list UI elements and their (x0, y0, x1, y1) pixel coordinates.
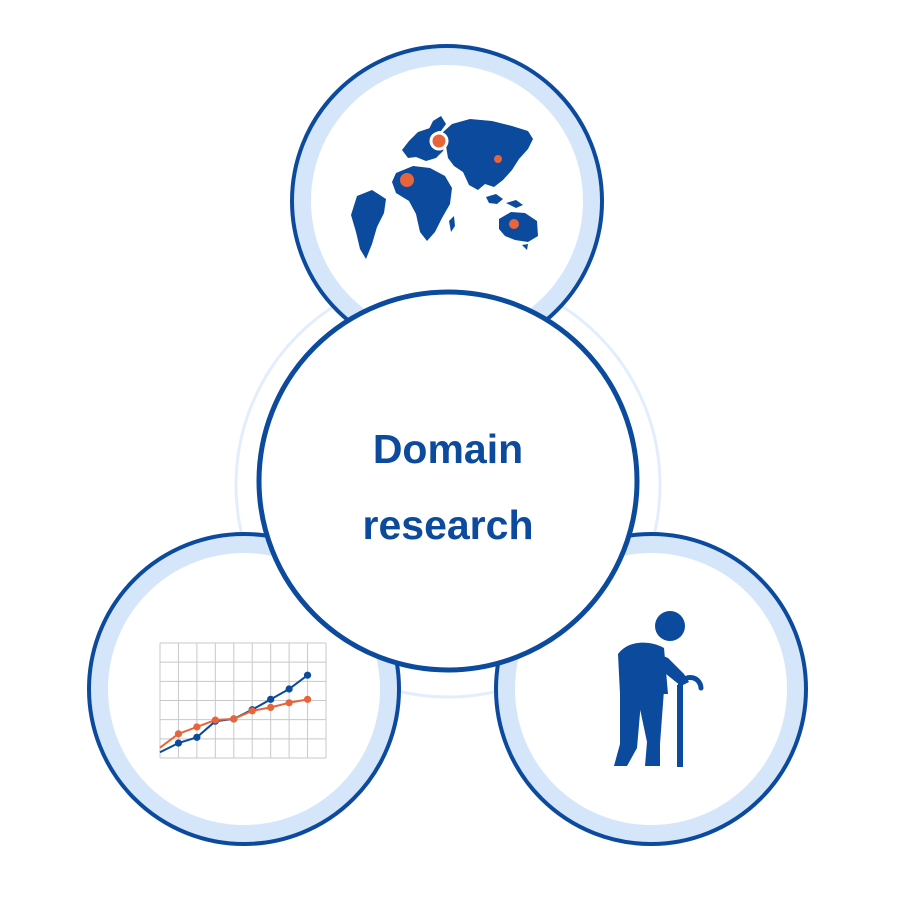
center-hub: Domain research (256, 289, 640, 673)
chart-data-point (230, 715, 238, 723)
chart-data-point (303, 695, 312, 703)
cane-handle (677, 675, 704, 691)
satellite-inner-disc (108, 553, 380, 825)
chart-data-point (303, 671, 312, 679)
location-marker-asia (494, 155, 502, 163)
chart-data-point (285, 699, 293, 707)
location-marker-africa (400, 173, 414, 187)
chart-data-point (267, 703, 275, 712)
center-title-line-1: Domain (373, 426, 523, 472)
chart-data-point (267, 695, 275, 703)
chart-data-point (174, 730, 183, 738)
chart-data-point (211, 716, 219, 724)
chart-data-point (285, 685, 293, 693)
center-title-line-2: research (363, 502, 534, 548)
line-chart-icon (159, 642, 327, 759)
elderly-person-with-cane-icon (614, 611, 689, 767)
chart-data-point (193, 733, 201, 741)
chart-data-point (174, 739, 183, 747)
location-marker-australia (509, 219, 519, 229)
center-circle (256, 289, 640, 673)
satellite-world-map (290, 44, 604, 358)
chart-data-point (248, 707, 256, 715)
map-location-markers (400, 131, 519, 229)
location-marker-europe (429, 131, 449, 151)
chart-data-point (193, 723, 201, 731)
